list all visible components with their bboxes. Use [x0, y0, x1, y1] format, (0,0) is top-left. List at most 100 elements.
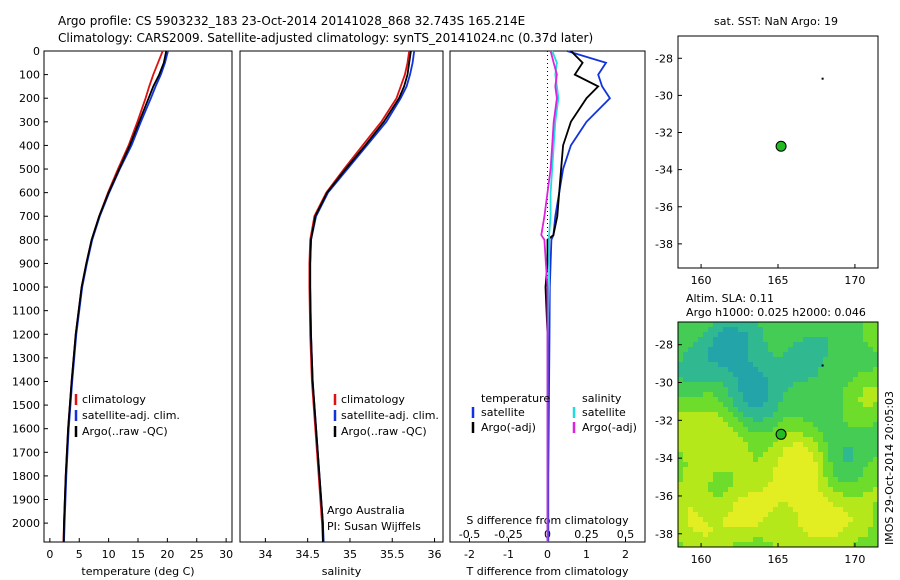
heatmap-cell — [738, 332, 744, 338]
heatmap-cell — [703, 412, 709, 418]
heatmap-cell — [798, 387, 804, 393]
heatmap-cell — [798, 327, 804, 333]
heatmap-cell — [743, 362, 749, 368]
heatmap-cell — [678, 537, 684, 543]
heatmap-cell — [833, 347, 839, 353]
heatmap-cell — [688, 482, 694, 488]
heatmap-cell — [703, 402, 709, 408]
x-tick-label: 160 — [691, 274, 712, 287]
heatmap-cell — [823, 532, 829, 538]
heatmap-cell — [783, 472, 789, 478]
heatmap-cell — [868, 477, 874, 483]
heatmap-cell — [778, 497, 784, 503]
heatmap-cell — [738, 377, 744, 383]
x-tick-label: 35 — [343, 548, 357, 561]
heatmap-cell — [778, 447, 784, 453]
heatmap-cell — [873, 487, 879, 493]
heatmap-cell — [743, 472, 749, 478]
heatmap-cell — [768, 457, 774, 463]
heatmap-cell — [768, 532, 774, 538]
heatmap-cell — [703, 487, 709, 493]
heatmap-cell — [858, 482, 864, 488]
heatmap-cell — [848, 347, 854, 353]
heatmap-cell — [838, 407, 844, 413]
heatmap-cell — [823, 382, 829, 388]
header-line-2: Climatology: CARS2009. Satellite-adjuste… — [58, 31, 593, 45]
heatmap-cell — [678, 467, 684, 473]
heatmap-cell — [783, 362, 789, 368]
y-tick-label: 800 — [19, 234, 40, 247]
heatmap-cell — [753, 442, 759, 448]
heatmap-cell — [733, 482, 739, 488]
heatmap-cell — [808, 472, 814, 478]
heatmap-cell — [788, 372, 794, 378]
heatmap-cell — [833, 487, 839, 493]
heatmap-cell — [823, 347, 829, 353]
heatmap-cell — [853, 452, 859, 458]
y-tick-label: -38 — [655, 238, 673, 251]
heatmap-cell — [828, 347, 834, 353]
heatmap-cell — [698, 392, 704, 398]
heatmap-cell — [843, 382, 849, 388]
heatmap-cell — [678, 337, 684, 343]
heatmap-cell — [758, 397, 764, 403]
heatmap-cell — [858, 527, 864, 533]
heatmap-cell — [708, 357, 714, 363]
heatmap-cell — [713, 352, 719, 358]
heatmap-cell — [803, 372, 809, 378]
heatmap-cell — [768, 422, 774, 428]
heatmap-cell — [693, 377, 699, 383]
heatmap-cell — [808, 392, 814, 398]
y-tick-label: 0 — [33, 45, 40, 58]
heatmap-cell — [688, 332, 694, 338]
heatmap-cell — [843, 357, 849, 363]
heatmap-cell — [818, 362, 824, 368]
heatmap-cell — [833, 377, 839, 383]
heatmap-cell — [728, 487, 734, 493]
heatmap-cell — [738, 502, 744, 508]
heatmap-cell — [683, 342, 689, 348]
heatmap-cell — [743, 537, 749, 543]
heatmap-cell — [713, 377, 719, 383]
heatmap-cell — [773, 382, 779, 388]
heatmap-cell — [718, 332, 724, 338]
x-tick-label: 0 — [46, 548, 53, 561]
heatmap-cell — [823, 342, 829, 348]
heatmap-cell — [873, 357, 879, 363]
heatmap-cell — [733, 462, 739, 468]
heatmap-cell — [843, 532, 849, 538]
heatmap-cell — [808, 502, 814, 508]
heatmap-cell — [683, 332, 689, 338]
heatmap-cell — [713, 342, 719, 348]
heatmap-cell — [818, 382, 824, 388]
heatmap-cell — [723, 332, 729, 338]
heatmap-cell — [698, 407, 704, 413]
heatmap-cell — [818, 342, 824, 348]
heatmap-cell — [838, 377, 844, 383]
heatmap-cell — [688, 467, 694, 473]
heatmap-cell — [833, 512, 839, 518]
heatmap-cell — [703, 492, 709, 498]
heatmap-cell — [868, 327, 874, 333]
heatmap-cell — [803, 452, 809, 458]
heatmap-cell — [758, 462, 764, 468]
heatmap-cell — [693, 502, 699, 508]
heatmap-cell — [683, 512, 689, 518]
heatmap-cell — [753, 512, 759, 518]
heatmap-cell — [823, 487, 829, 493]
heatmap-cell — [788, 447, 794, 453]
heatmap-cell — [813, 437, 819, 443]
heatmap-cell — [723, 442, 729, 448]
heatmap-cell — [693, 467, 699, 473]
heatmap-cell — [698, 337, 704, 343]
heatmap-cell — [838, 337, 844, 343]
heatmap-cell — [713, 492, 719, 498]
heatmap-cell — [738, 397, 744, 403]
heatmap-cell — [723, 427, 729, 433]
y-tick-label: -34 — [655, 452, 673, 465]
heatmap-cell — [683, 427, 689, 433]
heatmap-cell — [763, 517, 769, 523]
heatmap-cell — [688, 392, 694, 398]
heatmap-cell — [738, 322, 744, 328]
heatmap-cell — [763, 532, 769, 538]
